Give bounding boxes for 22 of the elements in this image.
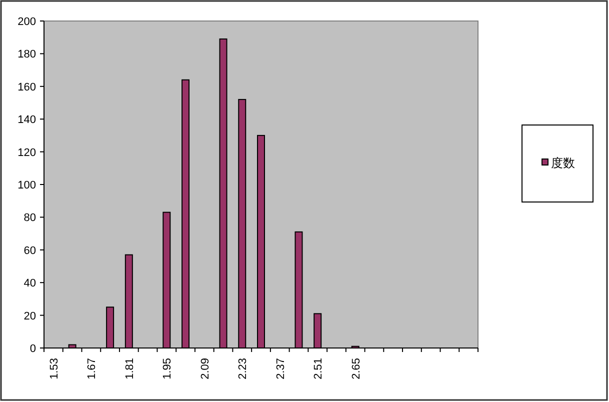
x-tick-label: 1.95 [162, 358, 174, 380]
y-tick-label: 180 [18, 48, 36, 61]
y-tick-label: 100 [18, 180, 36, 192]
x-tick-label: 2.23 [237, 358, 250, 380]
y-tick-label: 40 [24, 278, 36, 290]
legend: 度数 [522, 124, 594, 202]
x-tick-label: 2.65 [350, 358, 362, 380]
x-tick-label: 2.37 [274, 358, 287, 380]
x-tick-label: 1.53 [48, 358, 60, 380]
legend-label: 度数 [551, 156, 575, 170]
y-tick-label: 160 [18, 81, 36, 94]
y-tick-label: 20 [24, 310, 36, 322]
y-tick-label: 120 [18, 146, 36, 159]
x-tick-label: 1.67 [86, 358, 98, 380]
y-tick-label: 80 [24, 212, 36, 224]
y-tick-label: 60 [24, 244, 36, 257]
y-tick-label: 0 [30, 343, 36, 355]
y-tick-label: 140 [18, 114, 36, 126]
x-tick-label: 1.81 [124, 358, 136, 380]
x-tick-label: 2.09 [199, 358, 212, 380]
x-tick-label: 2.51 [312, 358, 325, 380]
y-tick-label: 200 [18, 16, 36, 28]
